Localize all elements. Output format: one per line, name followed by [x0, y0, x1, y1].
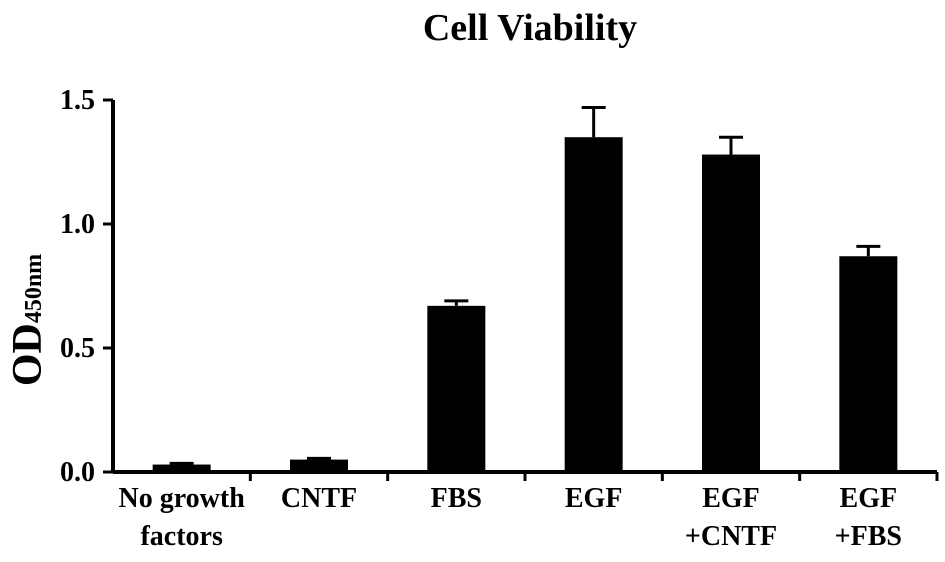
bar — [564, 137, 623, 472]
bar — [427, 305, 486, 472]
x-category-label: EGF +FBS — [835, 483, 902, 552]
bar — [702, 154, 760, 472]
x-category-label: No growth factors — [119, 483, 246, 552]
x-category-label: EGF — [565, 483, 623, 514]
y-tick-label: 1.0 — [60, 209, 95, 240]
chart-title: Cell Viability — [422, 7, 638, 49]
y-tick-label: 0.0 — [60, 457, 95, 488]
x-category-label: FBS — [431, 483, 482, 514]
bar — [152, 464, 211, 472]
y-tick-label: 0.5 — [60, 333, 95, 364]
bar — [839, 256, 898, 472]
bar — [290, 459, 348, 472]
x-category-label: CNTF — [281, 483, 357, 514]
y-tick-label: 1.5 — [60, 85, 95, 116]
x-category-label: EGF +CNTF — [685, 483, 777, 552]
